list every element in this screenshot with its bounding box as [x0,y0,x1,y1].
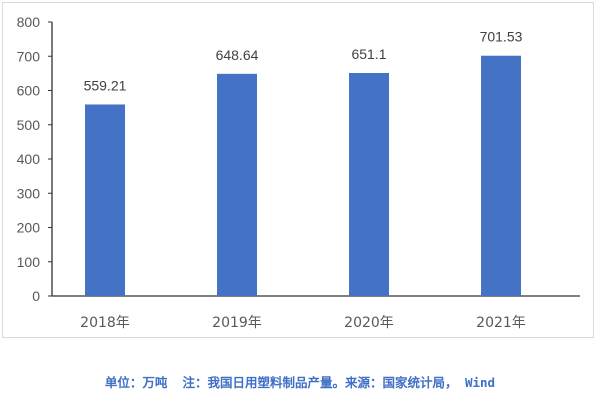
data-label: 559.21 [84,77,127,93]
chart-frame [2,2,594,338]
bar-2021年 [481,55,521,296]
y-tick-label: 700 [17,48,41,64]
x-tick-label: 2018年 [80,315,130,331]
y-tick-label: 0 [32,288,40,304]
data-label: 648.64 [216,47,259,63]
bar-2018年 [85,104,125,296]
bar-2019年 [217,73,257,297]
x-tick-label: 2019年 [212,315,262,331]
bar-chart: 0 100 200 300 400 500 600 700 800 559.21 2018年 648.… [17,14,580,331]
y-tick-label: 200 [17,220,41,236]
y-tick-label: 300 [17,185,41,201]
x-tick-label: 2021年 [476,315,526,331]
y-tick-label: 400 [17,151,41,167]
y-tick-label: 100 [17,254,41,270]
y-tick-label: 800 [17,14,41,30]
data-label: 701.53 [480,29,523,45]
data-label: 651.1 [351,46,386,62]
footer-note: 单位：万吨 注：我国日用塑料制品产量。来源：国家统计局， Wind [104,375,496,390]
y-tick-label: 500 [17,117,41,133]
x-tick-label: 2020年 [344,315,394,331]
bar-2020年 [349,72,389,296]
y-tick-label: 600 [17,83,41,99]
